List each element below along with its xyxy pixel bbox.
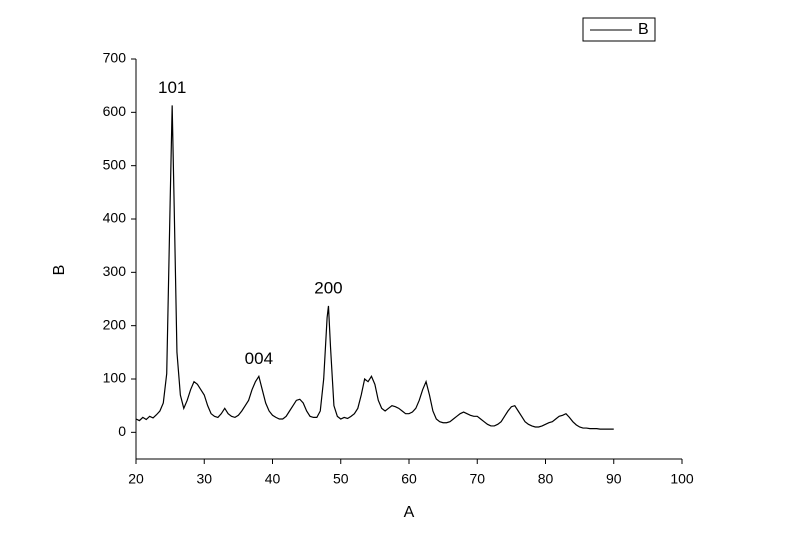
y-tick-label: 200 bbox=[103, 316, 127, 332]
y-tick-label: 400 bbox=[103, 210, 127, 226]
y-tick-label: 300 bbox=[103, 263, 127, 279]
peak-label: 004 bbox=[245, 349, 273, 368]
x-tick-label: 50 bbox=[333, 471, 349, 487]
data-line bbox=[135, 105, 614, 430]
x-tick-label: 40 bbox=[265, 471, 281, 487]
x-tick-label: 20 bbox=[128, 471, 144, 487]
x-tick-label: 100 bbox=[670, 471, 694, 487]
y-tick-label: 700 bbox=[103, 50, 127, 66]
x-tick-label: 70 bbox=[469, 471, 485, 487]
x-tick-label: 90 bbox=[606, 471, 622, 487]
y-tick-label: 500 bbox=[103, 156, 127, 172]
y-tick-label: 600 bbox=[103, 103, 127, 119]
legend-label: B bbox=[638, 21, 649, 38]
x-tick-label: 60 bbox=[401, 471, 417, 487]
peak-label: 200 bbox=[314, 278, 342, 297]
x-tick-label: 80 bbox=[538, 471, 554, 487]
x-axis-label: A bbox=[404, 504, 415, 521]
peak-label: 101 bbox=[158, 78, 186, 97]
x-tick-label: 30 bbox=[196, 471, 212, 487]
y-tick-label: 0 bbox=[118, 423, 126, 439]
y-axis-label: B bbox=[51, 265, 68, 276]
y-tick-label: 100 bbox=[103, 370, 127, 386]
